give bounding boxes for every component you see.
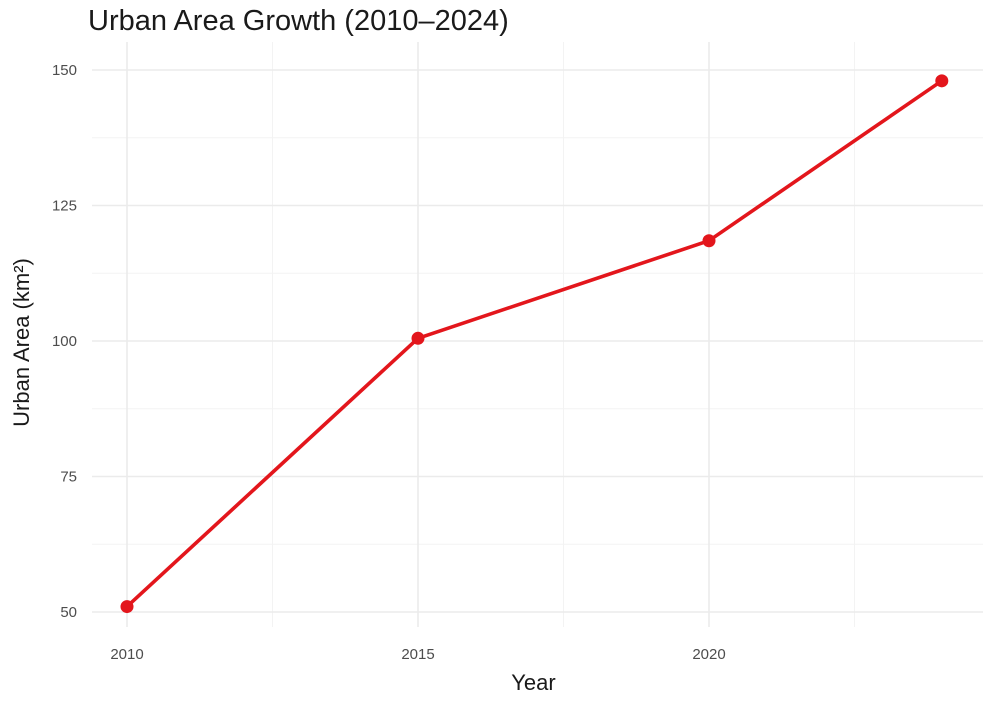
y-tick-label: 100 [52, 333, 77, 350]
y-axis-title: Urban Area (km²) [9, 258, 34, 427]
y-tick-label: 50 [60, 604, 77, 621]
data-point [411, 331, 425, 345]
chart-title: Urban Area Growth (2010–2024) [88, 5, 509, 37]
series-layer [120, 74, 949, 614]
data-point [935, 74, 949, 88]
series-line [125, 79, 944, 609]
x-axis-ticks: 2010 2015 2020 [110, 646, 725, 663]
y-axis-ticks: 50 75 100 125 150 [52, 62, 77, 621]
x-axis-title: Year [511, 670, 555, 695]
y-tick-label: 75 [60, 469, 77, 486]
x-tick-label: 2010 [110, 646, 143, 663]
y-tick-label: 125 [52, 198, 77, 215]
grid [92, 42, 983, 627]
x-tick-label: 2015 [401, 646, 434, 663]
data-point [120, 600, 134, 614]
x-tick-label: 2020 [692, 646, 725, 663]
y-tick-label: 150 [52, 62, 77, 79]
data-point [702, 234, 716, 248]
